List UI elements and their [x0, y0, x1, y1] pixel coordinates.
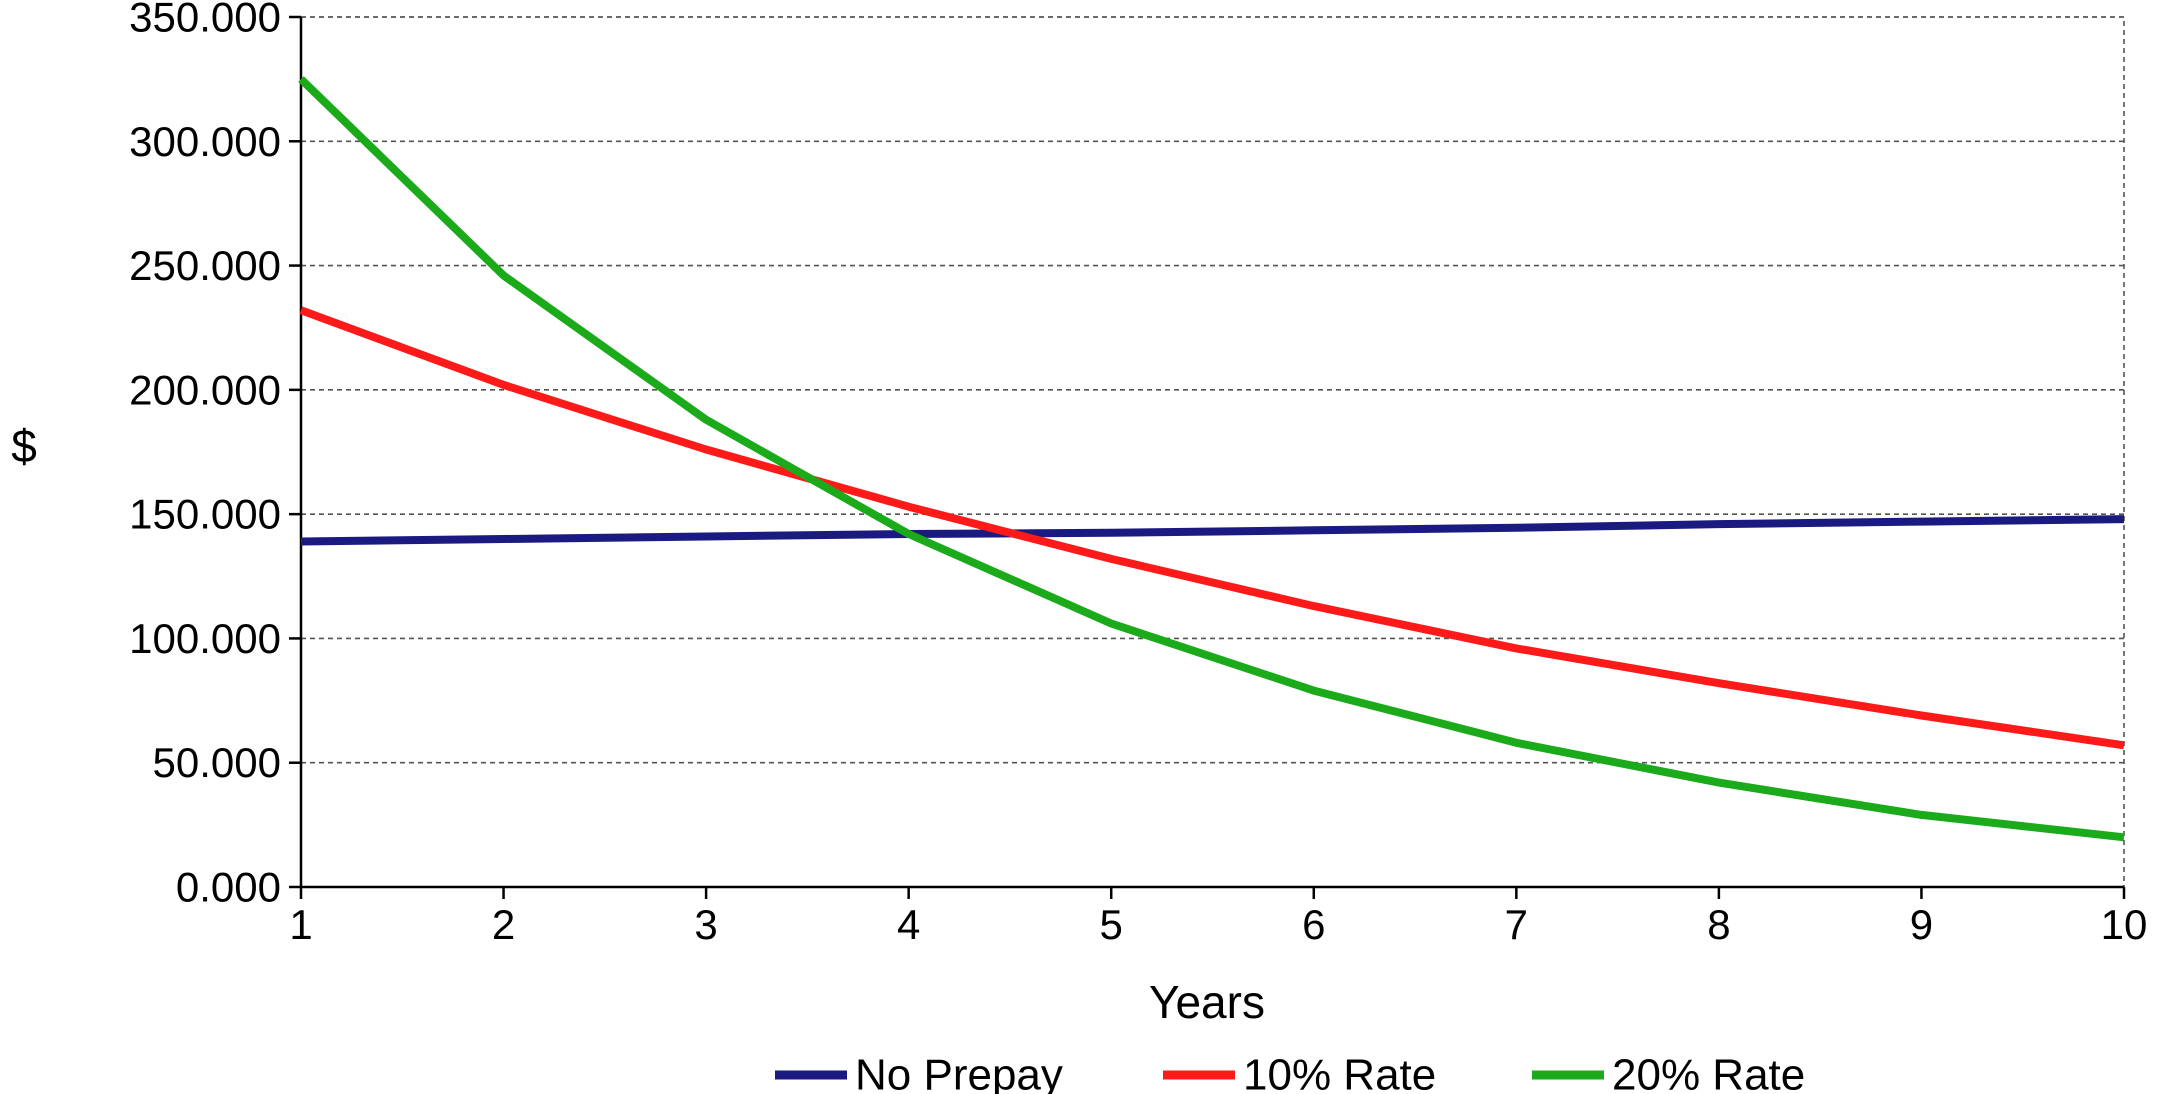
x-tick-label: 8: [1707, 901, 1730, 948]
axes: [289, 15, 2126, 899]
legend: No Prepay 10% Rate 20% Rate: [775, 1051, 1805, 1094]
y-tick-label: 300.000: [129, 118, 281, 165]
series-line-20-rate: [298, 76, 2125, 842]
x-tick-label: 1: [289, 901, 312, 948]
legend-label: 10% Rate: [1243, 1051, 1436, 1094]
y-tick-label: 50.000: [153, 739, 281, 786]
legend-label: 20% Rate: [1612, 1051, 1805, 1094]
series-line-no-prepay: [300, 515, 2125, 546]
x-tick-label: 9: [1910, 901, 1933, 948]
x-tick-label: 3: [694, 901, 717, 948]
x-tick-label: 7: [1505, 901, 1528, 948]
x-tick-label: 2: [492, 901, 515, 948]
x-axis-title: Years: [1149, 976, 1265, 1028]
legend-item-20-rate: 20% Rate: [1532, 1051, 1805, 1094]
y-tick-label: 0.000: [176, 864, 281, 911]
x-tick-label: 4: [897, 901, 920, 948]
y-tick-label: 200.000: [129, 366, 281, 413]
x-tick-label: 10: [2101, 901, 2148, 948]
legend-item-10-rate: 10% Rate: [1163, 1051, 1436, 1094]
tick-labels: 0.000 50.000 100.000 150.000 200.000 250.000 3…: [129, 0, 2147, 948]
y-tick-label: 350.000: [129, 0, 281, 41]
y-tick-label: 100.000: [129, 615, 281, 662]
series-lines: [298, 76, 2125, 842]
y-tick-label: 150.000: [129, 491, 281, 538]
legend-item-no-prepay: No Prepay: [775, 1051, 1063, 1094]
y-tick-label: 250.000: [129, 242, 281, 289]
plot-area-border: [300, 16, 2125, 888]
x-tick-label: 6: [1302, 901, 1325, 948]
gridlines: [301, 16, 2124, 764]
series-line-10-rate: [299, 306, 2125, 750]
x-tick-label: 5: [1100, 901, 1123, 948]
legend-label: No Prepay: [855, 1051, 1063, 1094]
y-axis-title: $: [11, 420, 37, 472]
